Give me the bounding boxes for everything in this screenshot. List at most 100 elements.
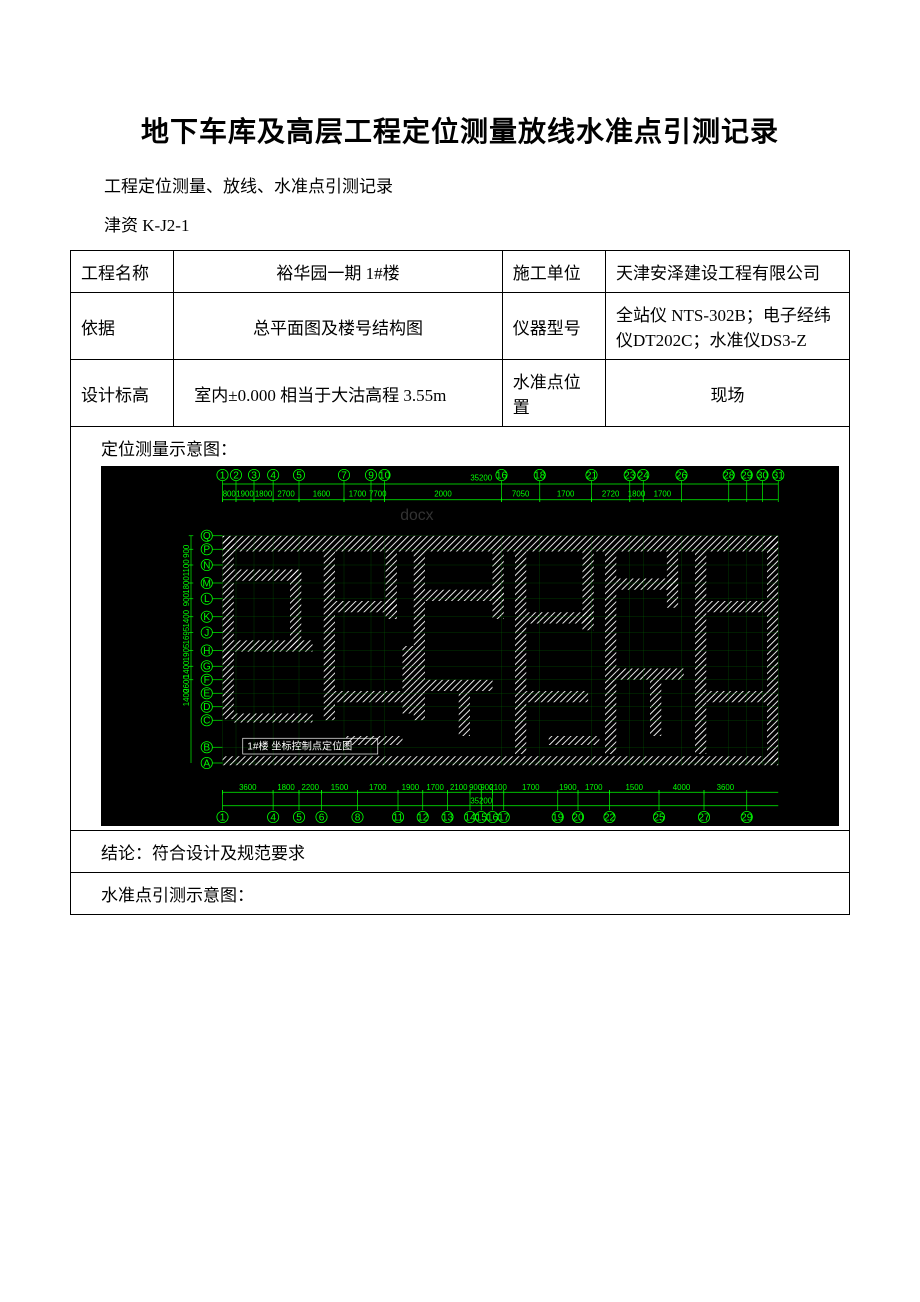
svg-text:11: 11 [393, 812, 404, 823]
svg-text:1700: 1700 [654, 489, 672, 498]
svg-text:1695: 1695 [182, 626, 191, 644]
label-basis: 依据 [71, 293, 174, 360]
svg-text:2: 2 [233, 470, 239, 481]
label-instrument: 仪器型号 [502, 293, 605, 360]
svg-text:9: 9 [368, 470, 374, 481]
label-project-name: 工程名称 [71, 251, 174, 293]
svg-text:1700: 1700 [585, 783, 603, 792]
svg-text:29: 29 [741, 470, 753, 481]
svg-text:28: 28 [723, 470, 735, 481]
value-level-pos: 现场 [605, 360, 849, 427]
table-row: 设计标高 室内±0.000 相当于大沽高程 3.55m 水准点位置 现场 [71, 360, 850, 427]
svg-text:19: 19 [552, 812, 564, 823]
svg-text:L: L [204, 594, 210, 605]
svg-text:N: N [203, 560, 210, 571]
svg-text:2200: 2200 [302, 783, 320, 792]
svg-text:1700: 1700 [522, 783, 540, 792]
total-dim-top: 35200 [470, 474, 492, 483]
svg-text:30: 30 [757, 470, 769, 481]
svg-text:1900: 1900 [402, 783, 420, 792]
svg-text:1500: 1500 [626, 783, 644, 792]
value-design-elev: 室内±0.000 相当于大沽高程 3.55m [174, 360, 502, 427]
svg-text:D: D [203, 702, 210, 713]
svg-text:4: 4 [270, 470, 276, 481]
value-project-name: 裕华园一期 1#楼 [174, 251, 502, 293]
svg-text:1500: 1500 [331, 783, 349, 792]
value-basis: 总平面图及楼号结构图 [174, 293, 502, 360]
svg-text:1400: 1400 [182, 688, 191, 706]
svg-text:1700: 1700 [426, 783, 444, 792]
svg-text:K: K [203, 612, 210, 623]
table-row: 依据 总平面图及楼号结构图 仪器型号 全站仪 NTS-302B；电子经纬仪DT2… [71, 293, 850, 360]
svg-text:1700: 1700 [349, 489, 367, 498]
svg-text:J: J [204, 628, 209, 639]
svg-text:29: 29 [741, 812, 753, 823]
table-row: 水准点引测示意图： [71, 873, 850, 915]
svg-text:3: 3 [251, 470, 257, 481]
svg-text:31: 31 [773, 470, 785, 481]
svg-text:2100: 2100 [489, 783, 507, 792]
svg-text:16: 16 [496, 470, 508, 481]
svg-text:17: 17 [498, 812, 510, 823]
svg-text:1800: 1800 [255, 489, 273, 498]
svg-text:27: 27 [698, 812, 710, 823]
svg-text:23: 23 [624, 470, 636, 481]
svg-text:4000: 4000 [673, 783, 691, 792]
svg-text:1905: 1905 [182, 643, 191, 661]
cad-svg: docx 35200 80019001800270016001700770020… [101, 466, 839, 826]
table-row: 工程名称 裕华园一期 1#楼 施工单位 天津安泽建设工程有限公司 [71, 251, 850, 293]
diagram-heading: 定位测量示意图： [101, 435, 839, 460]
svg-text:800: 800 [223, 489, 237, 498]
svg-text:14: 14 [464, 812, 476, 823]
svg-text:E: E [203, 689, 210, 700]
svg-text:A: A [203, 758, 210, 769]
subtitle: 工程定位测量、放线、水准点引测记录 [70, 172, 850, 197]
svg-text:900: 900 [182, 544, 191, 558]
svg-text:24: 24 [638, 470, 650, 481]
svg-text:P: P [203, 545, 210, 556]
svg-text:22: 22 [604, 812, 616, 823]
svg-text:4: 4 [270, 812, 276, 823]
svg-text:1900: 1900 [236, 489, 254, 498]
label-level-pos: 水准点位置 [502, 360, 605, 427]
doc-code: 津资 K-J2-1 [70, 211, 850, 236]
svg-text:1800: 1800 [182, 576, 191, 594]
plan-label: 1#楼 坐标控制点定位图 [247, 740, 352, 753]
svg-text:1100: 1100 [182, 559, 191, 577]
svg-text:C: C [203, 716, 210, 727]
svg-text:2000: 2000 [434, 489, 452, 498]
watermark-text: docx [400, 507, 433, 524]
table-row: 定位测量示意图： docx 35200 800 [71, 427, 850, 831]
svg-text:16: 16 [487, 812, 499, 823]
svg-text:1900: 1900 [559, 783, 577, 792]
label-design-elev: 设计标高 [71, 360, 174, 427]
svg-text:12: 12 [417, 812, 429, 823]
svg-text:1: 1 [220, 470, 226, 481]
svg-text:1700: 1700 [369, 783, 387, 792]
svg-text:H: H [203, 646, 210, 657]
svg-text:G: G [203, 662, 211, 673]
value-instrument: 全站仪 NTS-302B；电子经纬仪DT202C；水准仪DS3-Z [605, 293, 849, 360]
level-heading: 水准点引测示意图： [71, 873, 850, 915]
value-contractor: 天津安泽建设工程有限公司 [605, 251, 849, 293]
info-table: 工程名称 裕华园一期 1#楼 施工单位 天津安泽建设工程有限公司 依据 总平面图… [70, 250, 850, 915]
svg-text:1400: 1400 [182, 609, 191, 627]
svg-text:26: 26 [676, 470, 688, 481]
label-contractor: 施工单位 [502, 251, 605, 293]
conclusion: 结论：符合设计及规范要求 [71, 831, 850, 873]
svg-text:6: 6 [319, 812, 325, 823]
svg-text:1: 1 [220, 812, 226, 823]
svg-text:M: M [203, 578, 211, 589]
svg-text:10: 10 [379, 470, 391, 481]
svg-text:3600: 3600 [239, 783, 257, 792]
svg-text:1800: 1800 [277, 783, 295, 792]
svg-text:3600: 3600 [717, 783, 735, 792]
svg-text:Q: Q [203, 531, 211, 542]
svg-text:7: 7 [341, 470, 347, 481]
svg-text:2700: 2700 [277, 489, 295, 498]
table-row: 结论：符合设计及规范要求 [71, 831, 850, 873]
svg-text:20: 20 [572, 812, 584, 823]
svg-text:8: 8 [355, 812, 361, 823]
svg-text:13: 13 [442, 812, 454, 823]
svg-text:2100: 2100 [450, 783, 468, 792]
